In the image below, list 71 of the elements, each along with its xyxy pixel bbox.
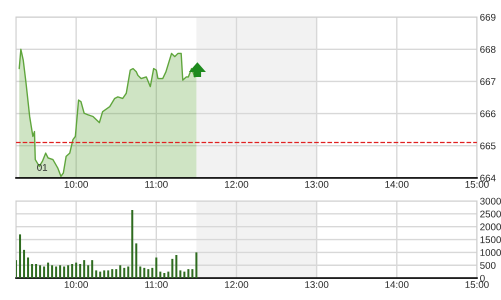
bar [23, 250, 26, 278]
bar [87, 265, 90, 278]
y-tick-label: 665 [480, 142, 496, 150]
bar [43, 266, 46, 278]
y-tick-label: 669 [480, 14, 496, 21]
y-tick-label: 3000 [480, 198, 501, 205]
y-tick-label: 2000 [480, 223, 501, 230]
bar [103, 270, 106, 278]
bar [115, 269, 118, 278]
bar [59, 265, 62, 278]
bar [151, 268, 154, 278]
y-tick-label: 666 [480, 110, 496, 118]
bar [163, 272, 166, 278]
bar [147, 269, 150, 278]
x-tick-label: 13:00 [305, 281, 328, 288]
y-tick-label: 664 [480, 174, 496, 182]
bar [95, 270, 98, 278]
bar [139, 266, 142, 278]
bar [195, 252, 198, 278]
x-tick-label: 11:00 [145, 180, 168, 188]
x-tick-label: 12:00 [225, 180, 248, 188]
bar [179, 270, 182, 278]
y-tick-label: 2500 [480, 210, 501, 218]
bar [39, 265, 42, 278]
bar [167, 272, 170, 278]
bar [63, 266, 66, 278]
x-tick-label: 11:00 [145, 281, 168, 288]
y-tick-label: 1000 [480, 249, 501, 256]
bar [111, 269, 114, 278]
x-tick-label: 13:00 [305, 180, 328, 188]
bar [131, 210, 134, 278]
bar [71, 264, 74, 278]
bar [55, 266, 58, 278]
annotation: 01 [37, 164, 48, 171]
x-tick-label: 14:00 [385, 180, 409, 188]
y-tick-label: 1500 [480, 236, 501, 244]
bar [119, 265, 122, 278]
bar [155, 258, 158, 278]
x-tick-label: 15:00 [466, 180, 489, 188]
bar [51, 265, 54, 278]
bar [107, 270, 110, 278]
bar [187, 269, 190, 278]
bar [175, 254, 178, 278]
bar [183, 272, 186, 278]
y-tick-label: 667 [480, 78, 496, 86]
y-tick-label: 500 [480, 262, 496, 269]
bar [67, 265, 70, 278]
bar [99, 272, 102, 278]
bar [35, 264, 38, 278]
bar [79, 264, 82, 278]
bar [31, 264, 34, 278]
x-tick-label: 12:00 [225, 281, 248, 288]
y-tick-label: 668 [480, 46, 496, 53]
x-tick-label: 10:00 [64, 281, 88, 288]
bar [83, 260, 86, 278]
bar [127, 266, 130, 278]
x-tick-label: 14:00 [385, 281, 409, 288]
x-tick-label: 15:00 [466, 281, 489, 288]
bar [75, 262, 78, 278]
bar [159, 272, 162, 278]
bar [171, 258, 174, 278]
y-tick-label: 0 [480, 274, 485, 282]
bar [19, 234, 22, 278]
bar [135, 243, 138, 278]
bar [27, 258, 30, 278]
bar [191, 269, 194, 278]
bar [143, 268, 146, 278]
bar [91, 260, 94, 278]
bar [47, 262, 50, 278]
x-tick-label: 10:00 [64, 180, 88, 188]
bar [123, 268, 126, 278]
